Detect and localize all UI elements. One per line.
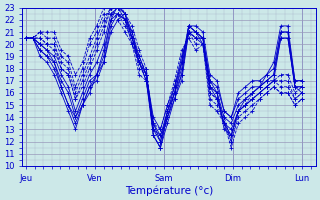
X-axis label: Température (°c): Température (°c) — [125, 185, 213, 196]
